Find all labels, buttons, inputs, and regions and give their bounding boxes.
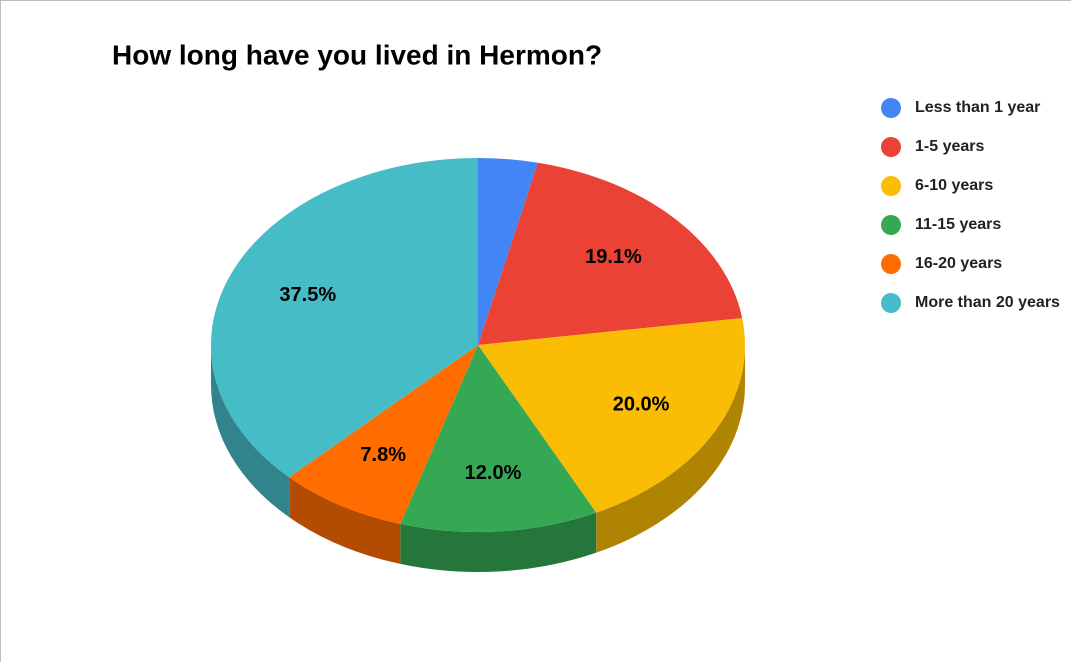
- slice: [210, 158, 478, 478]
- legend-label: 6-10 years: [915, 177, 993, 194]
- data-label: 12.0%: [465, 462, 522, 484]
- slice: [478, 158, 538, 345]
- legend-swatch: [881, 215, 901, 235]
- legend-swatch: [881, 254, 901, 274]
- data-label: 7.8%: [360, 444, 406, 466]
- legend-swatch: [881, 98, 901, 118]
- slice-side: [596, 345, 745, 553]
- legend-label: 16-20 years: [915, 255, 1002, 272]
- slice-side: [400, 512, 597, 572]
- data-label: 20.0%: [613, 393, 670, 415]
- legend-label: 11-15 years: [915, 216, 1001, 233]
- slice-side: [211, 345, 290, 518]
- legend-swatch: [881, 293, 901, 313]
- slice-side: [289, 477, 401, 564]
- legend-label: 1-5 years: [915, 138, 984, 155]
- chart-title: How long have you lived in Hermon?: [112, 39, 602, 70]
- slice: [478, 162, 743, 345]
- legend-label: More than 20 years: [915, 294, 1060, 311]
- slice: [400, 345, 597, 532]
- legend-swatch: [881, 137, 901, 157]
- legend-swatch: [881, 176, 901, 196]
- slice: [478, 318, 745, 513]
- slice: [289, 345, 478, 524]
- data-label: 19.1%: [585, 246, 642, 268]
- data-label: 37.5%: [279, 284, 336, 306]
- legend-label: Less than 1 year: [915, 99, 1040, 116]
